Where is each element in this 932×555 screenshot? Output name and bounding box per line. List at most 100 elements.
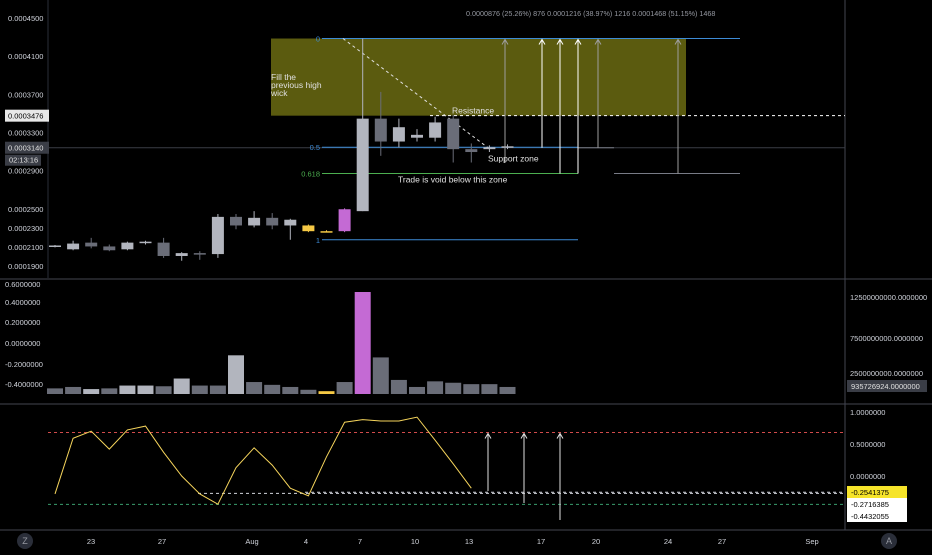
level-bottom-label: -0.4432055	[851, 512, 889, 521]
volume-y-tick-left: 0.4000000	[5, 298, 40, 307]
wick-note-line: previous high	[271, 80, 322, 90]
volume-y-tick-right: 12500000000.0000000	[850, 293, 927, 302]
volume-bar	[101, 388, 118, 394]
candle-body	[302, 225, 315, 232]
x-axis-tick: 27	[158, 537, 166, 546]
candle-body	[320, 231, 333, 233]
volume-last-box	[847, 380, 927, 392]
volume-bar	[83, 389, 100, 394]
countdown-box	[5, 154, 41, 166]
candle-body	[230, 216, 242, 226]
price-y-tick: 0.0002500	[8, 205, 43, 214]
price-y-tick: 0.0002900	[8, 167, 43, 176]
x-axis-tick: 7	[358, 537, 362, 546]
level-mid-box	[847, 486, 907, 498]
level-low-box	[847, 498, 907, 510]
candle-body	[49, 245, 61, 247]
candle-body	[447, 118, 460, 150]
volume-bar	[155, 386, 172, 394]
price-y-tick: 0.0003700	[8, 90, 43, 99]
volume-bar	[354, 292, 371, 394]
candle-body	[338, 209, 351, 232]
volume-bar	[264, 384, 281, 394]
volume-y-tick-right: 7500000000.0000000	[850, 334, 923, 343]
fib-label-1: 1	[316, 236, 320, 245]
top-readout: 0.0000876 (25.26%) 876 0.0001216 (38.97%…	[466, 9, 715, 18]
resistance-label: Resistance	[452, 106, 494, 116]
price-y-tick: 0.0001900	[8, 262, 43, 271]
x-axis-tick: 4	[304, 537, 308, 546]
candle-body	[139, 241, 152, 244]
osc-y-tick: 1.0000000	[850, 408, 885, 417]
candle-body	[157, 242, 170, 256]
volume-bar	[481, 384, 498, 394]
x-axis-tick: 27	[718, 537, 726, 546]
support-label: Support zone	[488, 154, 539, 164]
price-y-tick: 0.0003300	[8, 128, 43, 137]
volume-bar	[445, 382, 462, 394]
volume-bar	[65, 386, 82, 394]
volume-bar	[427, 381, 444, 394]
volume-y-tick-left: -0.2000000	[5, 360, 43, 369]
x-axis-tick: Aug	[245, 537, 258, 546]
target-arrow-head-0	[501, 38, 509, 45]
volume-bar	[390, 379, 407, 394]
auto-scale-icon[interactable]: A	[881, 533, 897, 549]
volume-y-tick-right: 2500000000.0000000	[850, 369, 923, 378]
trend-dashed-line	[342, 38, 489, 149]
volume-bar	[282, 386, 299, 394]
candle-body	[266, 217, 279, 226]
x-axis-tick: 20	[592, 537, 600, 546]
volume-y-tick-left: 0.2000000	[5, 318, 40, 327]
price-label-high-box	[5, 109, 49, 122]
wick-note-line: Fill the	[271, 72, 296, 82]
osc-arrow-head-0	[484, 432, 492, 439]
candle-body	[374, 118, 387, 142]
volume-y-tick-left: 0.0000000	[5, 339, 40, 348]
volume-bar	[119, 385, 136, 394]
price-label-last-box	[5, 141, 49, 154]
oscillator-line	[54, 416, 472, 505]
osc-y-tick: 0.5000000	[850, 440, 885, 449]
volume-bar	[228, 355, 244, 394]
volume-bar	[318, 391, 335, 394]
volume-y-tick-left: 0.6000000	[5, 280, 40, 289]
candle-body	[67, 243, 80, 250]
candle-body	[429, 122, 442, 138]
candle-body	[175, 253, 188, 256]
volume-bar	[47, 388, 63, 394]
candle-body	[248, 217, 261, 226]
fib-label-0: 0	[316, 35, 320, 44]
osc-arrow-head-2	[556, 432, 564, 439]
price-y-tick: 0.0002100	[8, 243, 43, 252]
candle-body	[103, 246, 116, 251]
target-arrow-head-1	[538, 38, 546, 45]
volume-bar	[499, 386, 516, 394]
candle-body	[284, 219, 297, 226]
price-y-tick: 0.0002300	[8, 224, 43, 233]
level-bottom-box	[847, 510, 907, 522]
price-label-high: 0.0003476	[8, 112, 43, 121]
candle-body	[121, 242, 134, 250]
price-y-tick: 0.0004500	[8, 14, 43, 23]
osc-arrow-head-1	[520, 432, 528, 439]
target-arrow-head-2	[556, 38, 564, 45]
osc-y-tick: 0.0000000	[850, 472, 885, 481]
x-axis-tick: Sep	[805, 537, 818, 546]
timezone-icon[interactable]: Z	[17, 533, 33, 549]
target-arrow-head-3	[574, 38, 582, 45]
volume-bar	[336, 382, 353, 394]
candle-body	[211, 216, 224, 255]
volume-bar	[209, 385, 226, 394]
x-axis-tick: 17	[537, 537, 545, 546]
x-axis-tick: 23	[87, 537, 95, 546]
candle-body	[483, 147, 496, 150]
level-mid-label: -0.2541375	[851, 488, 889, 497]
fib-label-0.5: 0.5	[310, 143, 320, 152]
candle-body	[465, 149, 478, 153]
measure-box	[271, 38, 686, 116]
volume-bar	[372, 357, 389, 394]
candle-body	[356, 118, 369, 212]
